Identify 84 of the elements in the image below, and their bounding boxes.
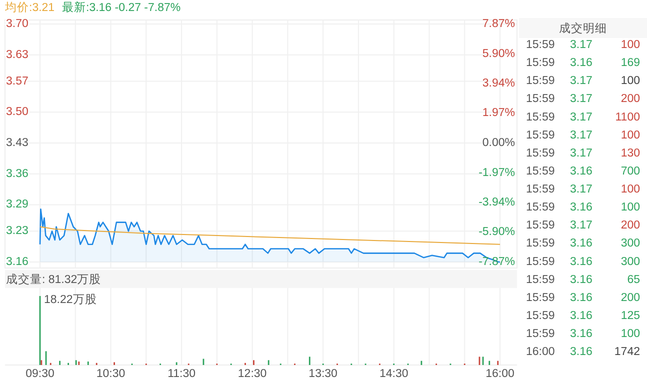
category-label: 16:00 xyxy=(526,346,555,358)
data-label: 125 xyxy=(620,310,640,322)
y-tick-label: 3.70 xyxy=(6,18,28,30)
data-label: 3.16 xyxy=(570,256,592,268)
data-label: 100 xyxy=(620,184,640,196)
data-label: 200 xyxy=(620,292,640,304)
y-tick-label: 3.43 xyxy=(6,137,28,150)
category-label: 15:59 xyxy=(526,292,555,304)
category-label: 15:59 xyxy=(526,111,555,124)
data-label: 1742 xyxy=(614,346,640,358)
data-label: 3.16 xyxy=(570,202,592,214)
data-label: 300 xyxy=(620,238,640,250)
data-label: 100 xyxy=(620,328,640,340)
y2-tick-label: -5.90% xyxy=(478,226,515,238)
data-label: 3.17 xyxy=(570,111,592,124)
data-label: 3.16 xyxy=(570,165,592,178)
category-label: 15:59 xyxy=(526,310,555,322)
category-label: 15:59 xyxy=(526,256,555,268)
category-label: 15:59 xyxy=(526,202,555,214)
y-tick-label: 3.36 xyxy=(6,168,28,180)
data-label: 130 xyxy=(620,147,640,160)
data-label: 3.16 xyxy=(570,328,592,340)
y-tick-label: 3.16 xyxy=(6,256,28,268)
category-label: 15:59 xyxy=(526,57,555,70)
category-label: 15:59 xyxy=(526,220,555,232)
data-label: 3.17 xyxy=(570,75,592,88)
y2-tick-label: 5.90% xyxy=(482,48,515,60)
data-label: 3.16 xyxy=(570,292,592,304)
data-label: 200 xyxy=(620,220,640,232)
y-tick-label: 3.63 xyxy=(6,48,28,61)
x-tick-label: 14:30 xyxy=(379,368,408,380)
y2-tick-label: 7.87% xyxy=(482,18,515,30)
data-label: 169 xyxy=(620,57,640,70)
data-label: 100 xyxy=(620,75,640,88)
category-label: 15:59 xyxy=(526,238,555,250)
x-tick-label: 13:30 xyxy=(308,368,338,380)
y-tick-label: 3.57 xyxy=(6,75,28,88)
data-label: 3.16 xyxy=(570,274,592,286)
y2-tick-label: -1.97% xyxy=(478,166,515,179)
data-label: 700 xyxy=(620,165,640,178)
y2-tick-label: -3.94% xyxy=(478,196,515,209)
data-label: 3.17 xyxy=(570,220,592,232)
text: 最新:3.16 -0.27 -7.87% xyxy=(62,0,181,14)
y2-tick-label: 0.00% xyxy=(482,137,515,150)
data-label: 300 xyxy=(620,256,640,268)
data-label: 200 xyxy=(620,93,640,106)
data-label: 3.16 xyxy=(570,310,592,322)
category-label: 15:59 xyxy=(526,129,555,142)
data-label: 100 xyxy=(620,129,640,142)
category-label: 15:59 xyxy=(526,75,555,88)
x-tick-label: 10:30 xyxy=(96,368,126,380)
data-label: 3.17 xyxy=(570,147,592,160)
data-label: 1100 xyxy=(615,111,640,124)
x-tick-label: 11:30 xyxy=(168,368,196,380)
category-label: 15:59 xyxy=(526,39,555,52)
data-label: 65 xyxy=(627,274,640,286)
category-label: 15:59 xyxy=(526,93,555,106)
data-label: 3.16 xyxy=(570,238,592,250)
data-label: 100 xyxy=(620,39,640,52)
x-tick-label: 12:30 xyxy=(238,368,267,380)
data-label: 3.17 xyxy=(570,39,592,52)
y-tick-label: 3.29 xyxy=(6,198,28,211)
y2-tick-label: 1.97% xyxy=(482,107,515,120)
data-label: 3.16 xyxy=(570,346,592,358)
category-label: 15:59 xyxy=(526,184,555,196)
data-label: 3.17 xyxy=(570,129,592,142)
y-tick-label: 3.23 xyxy=(6,225,28,238)
y2-tick-label: 3.94% xyxy=(482,77,515,90)
data-label: 3.16 xyxy=(570,57,592,70)
annotation: 18.22万股 xyxy=(44,293,97,306)
x-tick-label: 09:30 xyxy=(26,368,54,380)
data-label: 100 xyxy=(620,202,640,214)
category-label: 15:59 xyxy=(526,274,555,286)
text: 成交明细 xyxy=(559,21,607,35)
y-tick-label: 3.50 xyxy=(6,106,28,118)
category-label: 15:59 xyxy=(526,147,555,160)
category-label: 15:59 xyxy=(526,328,555,340)
data-label: 3.17 xyxy=(570,184,592,196)
chart-title: 成交量: 81.32万股 xyxy=(6,272,102,286)
x-tick-label: 16:00 xyxy=(486,368,514,380)
data-label: 3.17 xyxy=(570,93,592,106)
category-label: 15:59 xyxy=(526,165,555,178)
text: 均价:3.21 xyxy=(4,1,55,14)
y2-tick-label: -7.87% xyxy=(478,256,515,268)
